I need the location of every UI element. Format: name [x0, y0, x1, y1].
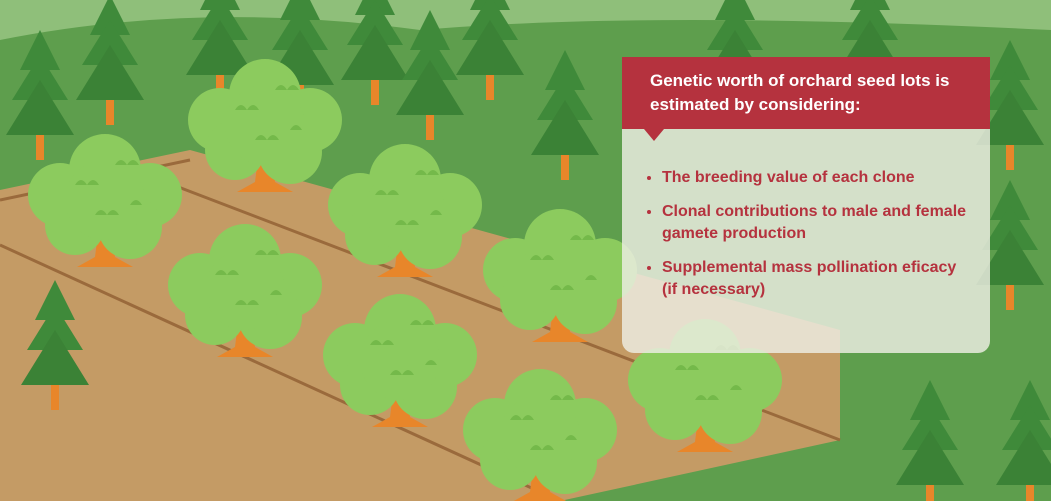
callout-item: The breeding value of each clone — [662, 167, 970, 189]
callout-title: Genetic worth of orchard seed lots is es… — [622, 57, 990, 129]
callout-list: The breeding value of each clone Clonal … — [648, 167, 970, 301]
callout: Genetic worth of orchard seed lots is es… — [622, 57, 990, 353]
callout-item: Clonal contributions to male and female … — [662, 201, 970, 245]
page: {"callout": {"title": "Genetic worth of … — [0, 0, 1051, 501]
callout-item: Supplemental mass pollination eficacy (i… — [662, 257, 970, 301]
callout-body: The breeding value of each clone Clonal … — [622, 129, 990, 353]
